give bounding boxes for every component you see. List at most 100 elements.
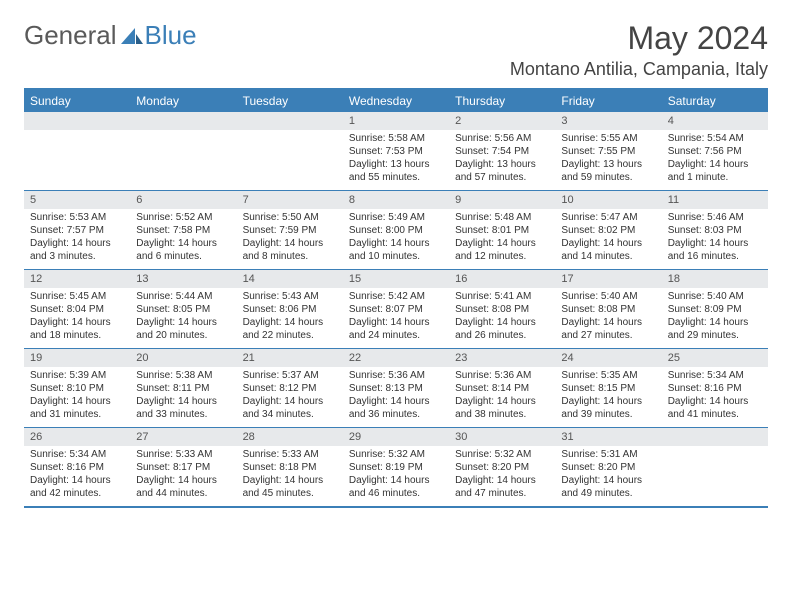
day-number: 7 [237,191,343,209]
day-cell: 7Sunrise: 5:50 AMSunset: 7:59 PMDaylight… [237,191,343,269]
day-details: Sunrise: 5:39 AMSunset: 8:10 PMDaylight:… [24,367,130,425]
daylight-text: Daylight: 13 hours and 57 minutes. [455,158,549,184]
daylight-text: Daylight: 13 hours and 55 minutes. [349,158,443,184]
sunset-text: Sunset: 8:06 PM [243,303,337,316]
location: Montano Antilia, Campania, Italy [510,59,768,80]
daylight-text: Daylight: 14 hours and 42 minutes. [30,474,124,500]
day-cell: 30Sunrise: 5:32 AMSunset: 8:20 PMDayligh… [449,428,555,506]
daylight-text: Daylight: 14 hours and 45 minutes. [243,474,337,500]
day-cell: 13Sunrise: 5:44 AMSunset: 8:05 PMDayligh… [130,270,236,348]
daylight-text: Daylight: 14 hours and 26 minutes. [455,316,549,342]
day-details: Sunrise: 5:41 AMSunset: 8:08 PMDaylight:… [449,288,555,346]
day-number: 19 [24,349,130,367]
day-cell: 23Sunrise: 5:36 AMSunset: 8:14 PMDayligh… [449,349,555,427]
month-title: May 2024 [510,20,768,57]
sunrise-text: Sunrise: 5:35 AM [561,369,655,382]
sunrise-text: Sunrise: 5:40 AM [668,290,762,303]
daylight-text: Daylight: 14 hours and 41 minutes. [668,395,762,421]
day-cell: 2Sunrise: 5:56 AMSunset: 7:54 PMDaylight… [449,112,555,190]
day-number: 29 [343,428,449,446]
daylight-text: Daylight: 14 hours and 1 minute. [668,158,762,184]
day-number: 20 [130,349,236,367]
day-cell: 9Sunrise: 5:48 AMSunset: 8:01 PMDaylight… [449,191,555,269]
week-row: 1Sunrise: 5:58 AMSunset: 7:53 PMDaylight… [24,112,768,190]
sunrise-text: Sunrise: 5:54 AM [668,132,762,145]
day-details [130,130,236,186]
sunrise-text: Sunrise: 5:58 AM [349,132,443,145]
sunset-text: Sunset: 8:12 PM [243,382,337,395]
day-cell: 3Sunrise: 5:55 AMSunset: 7:55 PMDaylight… [555,112,661,190]
daylight-text: Daylight: 14 hours and 18 minutes. [30,316,124,342]
daylight-text: Daylight: 14 hours and 14 minutes. [561,237,655,263]
day-cell: 4Sunrise: 5:54 AMSunset: 7:56 PMDaylight… [662,112,768,190]
day-number: 24 [555,349,661,367]
day-number: 11 [662,191,768,209]
sunrise-text: Sunrise: 5:36 AM [455,369,549,382]
sunrise-text: Sunrise: 5:34 AM [30,448,124,461]
daylight-text: Daylight: 14 hours and 29 minutes. [668,316,762,342]
logo-text-1: General [24,20,117,51]
day-cell: 20Sunrise: 5:38 AMSunset: 8:11 PMDayligh… [130,349,236,427]
day-cell: 1Sunrise: 5:58 AMSunset: 7:53 PMDaylight… [343,112,449,190]
day-number: 13 [130,270,236,288]
day-details: Sunrise: 5:52 AMSunset: 7:58 PMDaylight:… [130,209,236,267]
day-number: 18 [662,270,768,288]
sunset-text: Sunset: 8:03 PM [668,224,762,237]
sunset-text: Sunset: 8:13 PM [349,382,443,395]
dow-tuesday: Tuesday [237,90,343,112]
day-number: 12 [24,270,130,288]
daylight-text: Daylight: 14 hours and 10 minutes. [349,237,443,263]
day-cell: 6Sunrise: 5:52 AMSunset: 7:58 PMDaylight… [130,191,236,269]
daylight-text: Daylight: 14 hours and 31 minutes. [30,395,124,421]
day-details: Sunrise: 5:53 AMSunset: 7:57 PMDaylight:… [24,209,130,267]
day-details: Sunrise: 5:36 AMSunset: 8:14 PMDaylight:… [449,367,555,425]
day-details: Sunrise: 5:55 AMSunset: 7:55 PMDaylight:… [555,130,661,188]
day-details: Sunrise: 5:32 AMSunset: 8:19 PMDaylight:… [343,446,449,504]
day-number: 26 [24,428,130,446]
day-number: 14 [237,270,343,288]
sunset-text: Sunset: 8:20 PM [561,461,655,474]
week-row: 19Sunrise: 5:39 AMSunset: 8:10 PMDayligh… [24,348,768,427]
day-cell: 24Sunrise: 5:35 AMSunset: 8:15 PMDayligh… [555,349,661,427]
day-cell: 18Sunrise: 5:40 AMSunset: 8:09 PMDayligh… [662,270,768,348]
day-details: Sunrise: 5:37 AMSunset: 8:12 PMDaylight:… [237,367,343,425]
sunrise-text: Sunrise: 5:41 AM [455,290,549,303]
sunrise-text: Sunrise: 5:36 AM [349,369,443,382]
sunset-text: Sunset: 7:57 PM [30,224,124,237]
day-number: 27 [130,428,236,446]
day-cell: 14Sunrise: 5:43 AMSunset: 8:06 PMDayligh… [237,270,343,348]
day-details: Sunrise: 5:33 AMSunset: 8:17 PMDaylight:… [130,446,236,504]
sunrise-text: Sunrise: 5:48 AM [455,211,549,224]
day-number [130,112,236,130]
sunrise-text: Sunrise: 5:53 AM [30,211,124,224]
day-details: Sunrise: 5:58 AMSunset: 7:53 PMDaylight:… [343,130,449,188]
day-details: Sunrise: 5:54 AMSunset: 7:56 PMDaylight:… [662,130,768,188]
day-details: Sunrise: 5:36 AMSunset: 8:13 PMDaylight:… [343,367,449,425]
day-number: 25 [662,349,768,367]
sunrise-text: Sunrise: 5:34 AM [668,369,762,382]
dow-monday: Monday [130,90,236,112]
daylight-text: Daylight: 14 hours and 27 minutes. [561,316,655,342]
sunset-text: Sunset: 8:17 PM [136,461,230,474]
day-details: Sunrise: 5:40 AMSunset: 8:08 PMDaylight:… [555,288,661,346]
sunset-text: Sunset: 8:02 PM [561,224,655,237]
day-number: 3 [555,112,661,130]
sunrise-text: Sunrise: 5:32 AM [349,448,443,461]
day-number [237,112,343,130]
daylight-text: Daylight: 14 hours and 24 minutes. [349,316,443,342]
day-cell: 26Sunrise: 5:34 AMSunset: 8:16 PMDayligh… [24,428,130,506]
sunset-text: Sunset: 8:18 PM [243,461,337,474]
sunrise-text: Sunrise: 5:31 AM [561,448,655,461]
dow-saturday: Saturday [662,90,768,112]
day-number: 17 [555,270,661,288]
sunset-text: Sunset: 8:07 PM [349,303,443,316]
sunset-text: Sunset: 8:05 PM [136,303,230,316]
day-number [662,428,768,446]
sunset-text: Sunset: 8:08 PM [561,303,655,316]
sunrise-text: Sunrise: 5:50 AM [243,211,337,224]
day-cell: 27Sunrise: 5:33 AMSunset: 8:17 PMDayligh… [130,428,236,506]
sunset-text: Sunset: 8:20 PM [455,461,549,474]
day-details: Sunrise: 5:44 AMSunset: 8:05 PMDaylight:… [130,288,236,346]
day-cell: 17Sunrise: 5:40 AMSunset: 8:08 PMDayligh… [555,270,661,348]
day-details: Sunrise: 5:45 AMSunset: 8:04 PMDaylight:… [24,288,130,346]
